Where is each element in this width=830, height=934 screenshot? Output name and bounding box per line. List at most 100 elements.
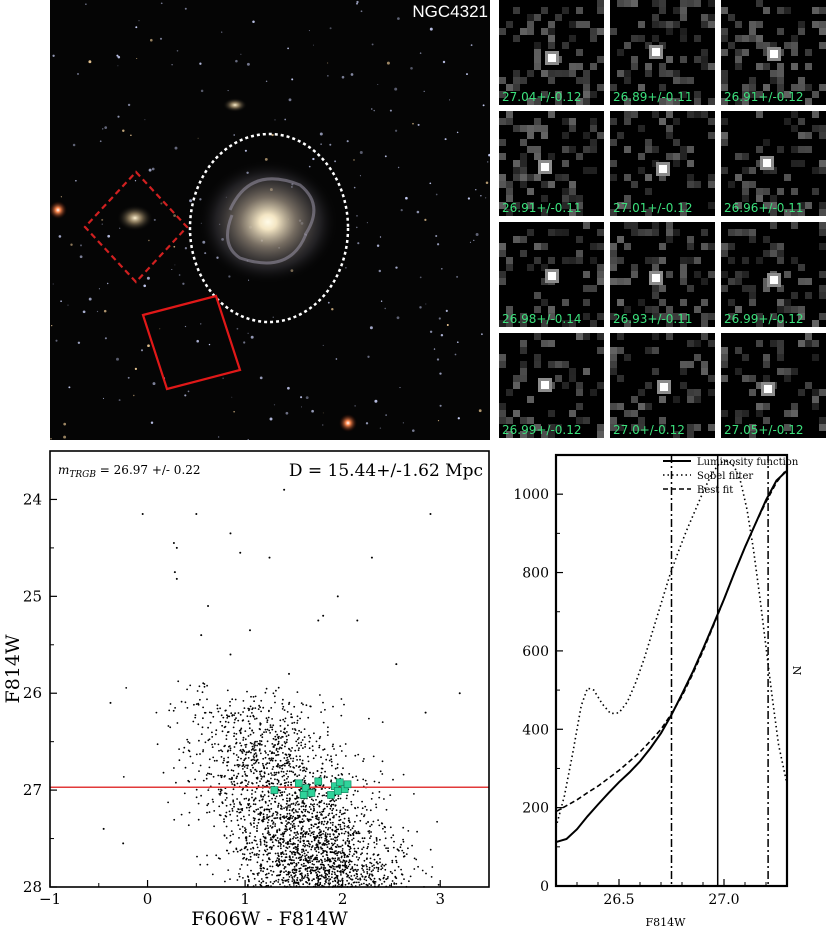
cmd-point: [263, 818, 266, 820]
background-star: [60, 196, 62, 198]
cmd-point: [333, 865, 335, 868]
cmd-point: [308, 734, 310, 737]
cmd-point: [337, 835, 339, 838]
cmd-point: [311, 846, 313, 849]
cmd-point: [246, 848, 249, 851]
background-star: [247, 438, 249, 440]
cmd-point: [244, 757, 247, 760]
cmd-point: [355, 877, 357, 880]
cmd-point: [339, 797, 342, 800]
cmd-point: [320, 799, 323, 802]
cmd-point: [259, 706, 261, 709]
cmd-point: [296, 831, 299, 833]
plot-frame: [49, 450, 490, 888]
background-star: [88, 60, 92, 64]
cmd-point: [292, 803, 295, 805]
background-star: [433, 348, 436, 350]
cmd-point: [252, 817, 255, 819]
cmd-point: [251, 841, 254, 844]
cmd-point: [191, 762, 194, 764]
cmd-point: [347, 844, 349, 847]
cmd-point: [178, 748, 181, 750]
cmd-point: [252, 803, 255, 805]
cmd-point: [316, 816, 318, 818]
cmd-point: [309, 843, 311, 846]
background-star: [143, 284, 147, 288]
cmd-point: [325, 872, 327, 875]
cmd-point: [295, 869, 298, 872]
cmd-point: [371, 792, 374, 794]
cmd-point: [357, 858, 360, 861]
cmd-point: [257, 813, 260, 815]
cmd-point: [328, 803, 331, 806]
cmd-point: [340, 698, 343, 700]
cmd-point: [365, 875, 367, 878]
cmd-point: [248, 880, 250, 883]
background-star: [208, 343, 211, 346]
background-star: [79, 244, 83, 247]
cmd-point: [290, 750, 292, 752]
cmd-point: [256, 843, 258, 846]
cmd-point: [271, 797, 273, 800]
cmd-point: [215, 729, 218, 732]
cmd-point: [381, 721, 384, 723]
cmd-point: [250, 751, 252, 754]
cmd-point: [247, 803, 249, 805]
cmd-point: [332, 862, 335, 865]
cmd-point: [265, 841, 268, 844]
cmd-point: [220, 776, 223, 779]
cmd-point: [211, 731, 213, 734]
cmd-point: [296, 715, 299, 718]
cmd-point: [265, 731, 268, 733]
cmd-point: [227, 869, 230, 871]
background-star: [150, 421, 154, 424]
cmd-point: [353, 863, 356, 866]
cmd-point: [331, 775, 334, 777]
background-star: [366, 222, 368, 224]
cmd-point: [286, 823, 288, 825]
cmd-point: [411, 844, 413, 847]
cmd-point: [299, 867, 302, 870]
cmd-point: [334, 857, 337, 860]
cmd-point: [361, 800, 363, 803]
cmd-point: [362, 840, 365, 843]
cmd-point: [238, 808, 240, 811]
cmd-point: [308, 806, 311, 808]
cmd-point: [313, 831, 315, 833]
cmd-point: [355, 856, 358, 858]
cmd-point: [298, 808, 301, 810]
cmd-point: [320, 771, 323, 774]
cmd-point: [315, 846, 318, 849]
cmd-point: [334, 804, 337, 807]
background-star: [217, 436, 220, 438]
cmd-point: [227, 715, 229, 718]
background-star: [356, 2, 358, 5]
cmd-point: [277, 772, 280, 774]
cmd-point: [295, 881, 298, 884]
star-stamp-image: [610, 111, 715, 216]
cmd-point: [322, 851, 325, 853]
cmd-point: [246, 690, 248, 693]
cmd-point: [245, 751, 248, 754]
cmd-point: [264, 728, 267, 731]
cmd-point: [331, 876, 333, 879]
cmd-point: [272, 836, 275, 839]
cmd-point: [357, 753, 360, 756]
background-star: [429, 330, 433, 334]
cmd-point: [347, 835, 350, 837]
cmd-point: [300, 858, 302, 861]
cmd-point: [384, 837, 387, 840]
background-star: [322, 412, 324, 414]
cmd-point: [288, 755, 291, 758]
cmd-point: [277, 845, 280, 848]
cmd-point: [308, 842, 310, 845]
cmd-point: [431, 866, 434, 868]
star-stamp: 27.0+/-0.12: [610, 333, 715, 438]
background-star: [67, 304, 69, 306]
cmd-point: [297, 742, 300, 744]
cmd-point: [216, 704, 219, 707]
cmd-point: [340, 872, 342, 874]
cmd-point: [395, 861, 398, 864]
cmd-point: [255, 770, 258, 773]
